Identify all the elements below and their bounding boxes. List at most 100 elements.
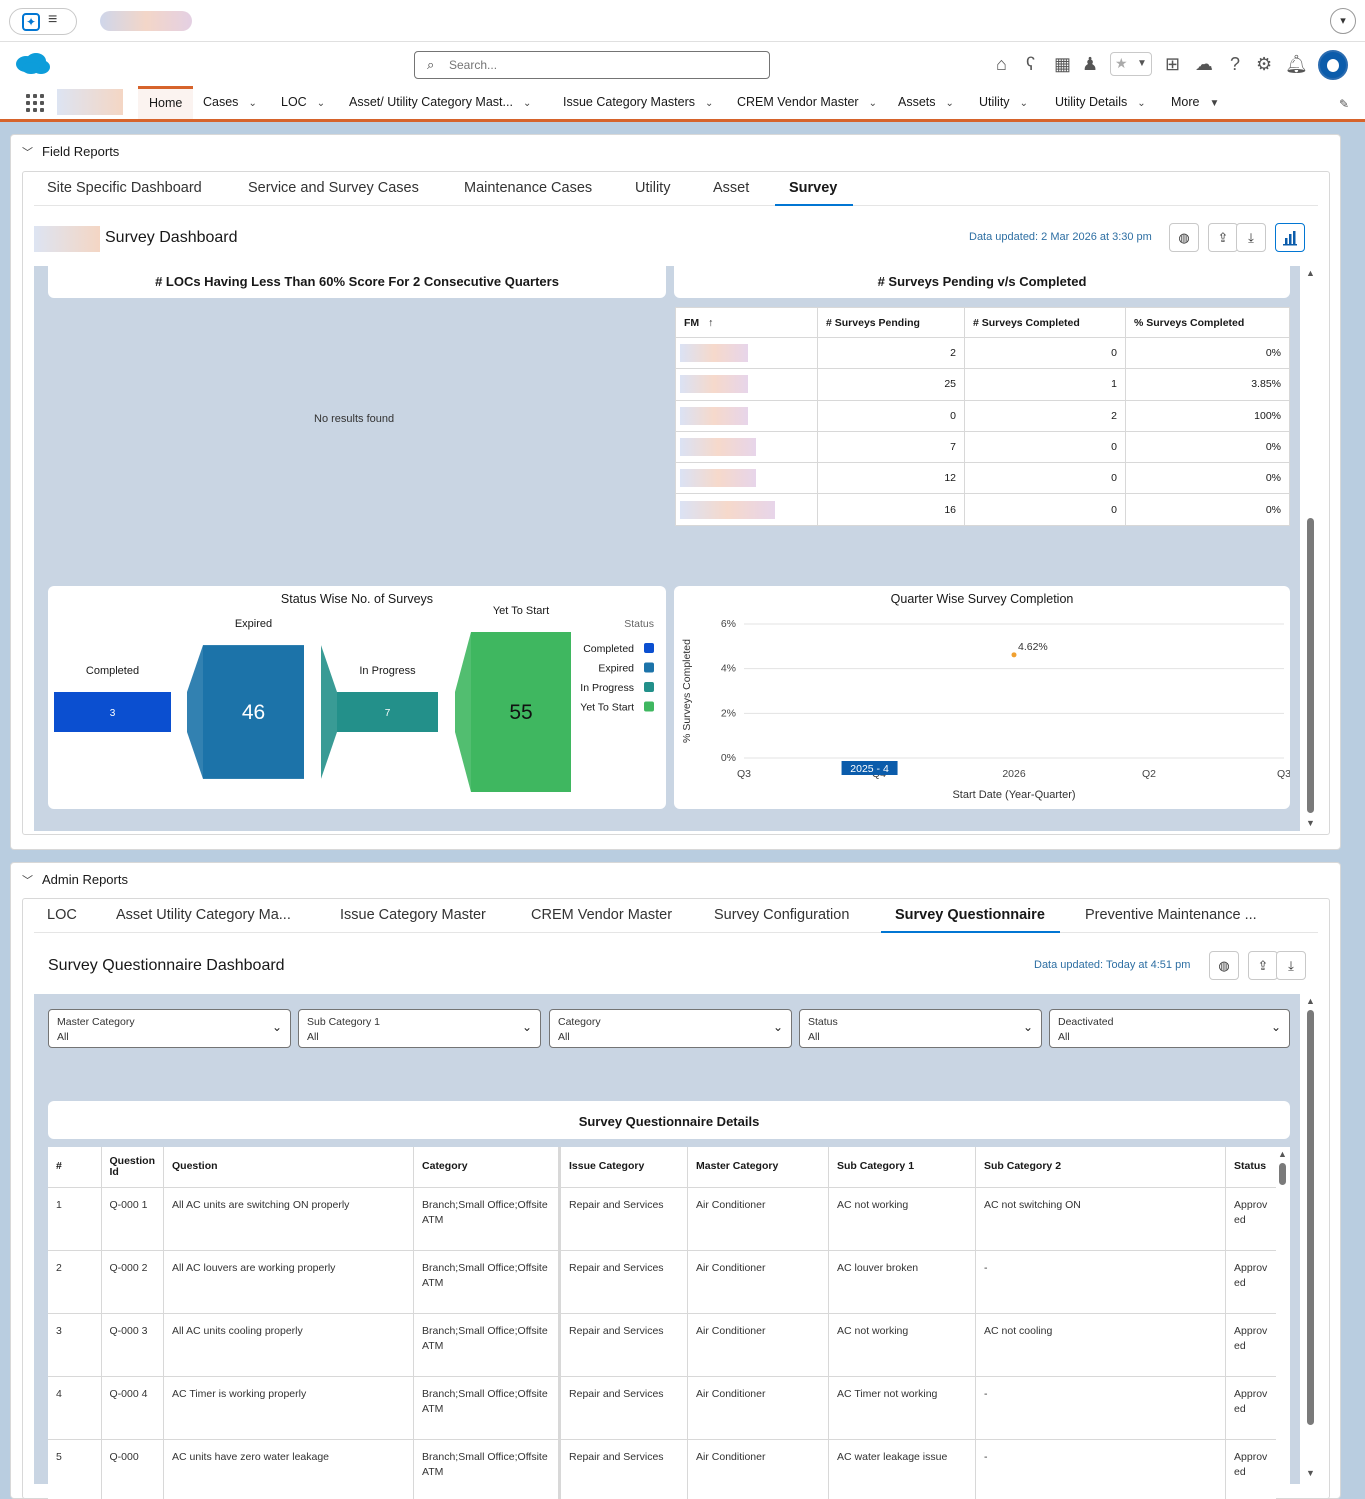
column-header-completed[interactable]: # Surveys Completed xyxy=(964,307,1126,338)
nav-item-home[interactable]: Home xyxy=(138,86,194,119)
column-header-issue-category[interactable]: Issue Category xyxy=(559,1147,689,1188)
tab-site-specific-dashboard[interactable]: Site Specific Dashboard xyxy=(47,180,202,196)
user-settings-icon[interactable]: ♟ xyxy=(1082,54,1099,74)
scroll-up-icon[interactable]: ▲ xyxy=(1278,1149,1287,1159)
chevron-down-icon[interactable]: ▼ xyxy=(1137,58,1147,69)
tab-asset[interactable]: Asset xyxy=(713,180,750,196)
column-header-fm[interactable]: FM ↑ xyxy=(675,307,818,338)
bar-yet-to-start[interactable] xyxy=(471,632,571,792)
tab-issue-category-master[interactable]: Issue Category Master xyxy=(340,907,486,923)
bear-icon[interactable]: ʕ xyxy=(1026,54,1035,74)
chevron-down-icon[interactable]: ⌄ xyxy=(1270,1020,1281,1034)
home-icon[interactable]: ⌂ xyxy=(996,54,1007,74)
share-button[interactable]: ⇪ xyxy=(1248,951,1278,980)
nav-item-loc[interactable]: LOC ⌄ xyxy=(281,86,325,119)
chevron-down-icon[interactable]: ﹀ xyxy=(22,875,33,887)
chevron-down-icon[interactable]: ⌄ xyxy=(705,98,714,109)
column-header-question[interactable]: Question xyxy=(163,1147,415,1188)
chevron-down-icon[interactable]: ﹀ xyxy=(22,147,33,159)
download-button[interactable]: ⤓ xyxy=(1276,951,1306,980)
scrollbar-thumb[interactable] xyxy=(1279,1163,1286,1185)
column-header-sub-category-2[interactable]: Sub Category 2 xyxy=(975,1147,1227,1188)
app-launcher-icon[interactable] xyxy=(26,94,44,112)
nav-item-utility[interactable]: Utility ⌄ xyxy=(979,86,1028,119)
nav-item-utility-details[interactable]: Utility Details ⌄ xyxy=(1055,86,1146,119)
scroll-down-icon[interactable]: ▼ xyxy=(1306,818,1315,828)
chevron-down-icon[interactable]: ⌄ xyxy=(316,98,326,109)
admin-reports-header[interactable]: ﹀ Admin Reports xyxy=(22,872,128,892)
tab-crem-vendor-master[interactable]: CREM Vendor Master xyxy=(531,907,673,923)
nav-item-crem-vendor-master[interactable]: CREM Vendor Master ⌄ xyxy=(737,86,877,119)
share-button[interactable]: ⇪ xyxy=(1208,223,1238,252)
column-header-master-category[interactable]: Master Category xyxy=(687,1147,830,1188)
chevron-down-icon[interactable]: ⌄ xyxy=(868,98,877,109)
tab-preventive-maintenance[interactable]: Preventive Maintenance ... xyxy=(1085,907,1257,923)
tab-loc[interactable]: LOC xyxy=(47,907,77,923)
nav-item-asset-utility-category[interactable]: Asset/ Utility Category Mast... ⌄ xyxy=(349,86,531,119)
tab-maintenance-cases[interactable]: Maintenance Cases xyxy=(464,180,593,196)
grid-settings-icon[interactable]: ▦ xyxy=(1054,54,1072,74)
agent-launcher-button[interactable]: ✦ ≡ xyxy=(9,8,77,35)
filter-category[interactable]: Category All ⌄ xyxy=(549,1009,792,1048)
column-header-category[interactable]: Category xyxy=(413,1147,562,1188)
chevron-down-icon[interactable]: ⌄ xyxy=(1019,98,1028,109)
nav-item-issue-category-masters[interactable]: Issue Category Masters ⌄ xyxy=(563,86,713,119)
plus-icon[interactable]: ⊞ xyxy=(1165,54,1181,74)
nav-item-cases[interactable]: Cases ⌄ xyxy=(203,86,257,119)
scrollbar-thumb[interactable] xyxy=(1307,518,1314,813)
analytics-button[interactable] xyxy=(1275,223,1305,252)
column-header-sub-category-1[interactable]: Sub Category 1 xyxy=(828,1147,977,1188)
column-header-question-id[interactable]: Question Id xyxy=(101,1147,165,1188)
tab-asset-utility-category[interactable]: Asset Utility Category Ma... xyxy=(116,907,291,923)
tab-utility[interactable]: Utility xyxy=(635,180,671,196)
scroll-up-icon[interactable]: ▲ xyxy=(1306,268,1315,278)
tab-survey[interactable]: Survey xyxy=(789,180,838,196)
chevron-down-icon[interactable]: ⌄ xyxy=(522,98,532,109)
star-icon[interactable]: ★ xyxy=(1115,55,1128,71)
chevron-down-icon[interactable]: ⌄ xyxy=(945,98,954,109)
filter-master-category[interactable]: Master Category All ⌄ xyxy=(48,1009,291,1048)
table-scrollbar[interactable]: ▲ xyxy=(1278,1149,1287,1482)
subscribe-button[interactable]: ◍ xyxy=(1209,951,1239,980)
scroll-down-icon[interactable]: ▼ xyxy=(1306,1468,1315,1478)
column-header-status[interactable]: Status xyxy=(1225,1147,1276,1188)
cloud-icon[interactable]: ☁ xyxy=(1195,54,1213,74)
edit-nav-icon[interactable]: ✎ xyxy=(1338,97,1349,111)
bar-expired[interactable] xyxy=(203,645,304,779)
column-header-number[interactable]: # xyxy=(48,1147,102,1188)
chevron-down-icon[interactable]: ⌄ xyxy=(248,98,257,109)
dashboard-scrollbar[interactable]: ▲ ▼ xyxy=(1306,268,1315,830)
sort-ascending-icon[interactable]: ↑ xyxy=(708,316,714,329)
gear-icon[interactable]: ⚙ xyxy=(1256,54,1273,74)
chevron-down-icon[interactable]: ⌄ xyxy=(271,1020,282,1034)
chevron-down-icon[interactable]: ▾ xyxy=(1330,8,1356,34)
scroll-up-icon[interactable]: ▲ xyxy=(1306,996,1315,1006)
tab-survey-questionnaire[interactable]: Survey Questionnaire xyxy=(895,907,1045,923)
search-input[interactable] xyxy=(449,56,749,74)
chevron-down-icon[interactable]: ⌄ xyxy=(772,1020,783,1034)
chevron-down-icon[interactable]: ⌄ xyxy=(1137,98,1146,109)
admin-dashboard-scrollbar[interactable]: ▲ ▼ xyxy=(1306,996,1315,1482)
favorites-control[interactable]: ★ ▼ xyxy=(1110,52,1152,76)
chevron-down-icon[interactable]: ⌄ xyxy=(1022,1020,1033,1034)
subscribe-button[interactable]: ◍ xyxy=(1169,223,1199,252)
data-point[interactable] xyxy=(1011,652,1017,658)
avatar[interactable] xyxy=(1318,50,1348,80)
column-header-pending[interactable]: # Surveys Pending xyxy=(817,307,965,338)
chevron-down-icon[interactable]: ⌄ xyxy=(521,1020,532,1034)
field-reports-header[interactable]: ﹀ Field Reports xyxy=(22,144,119,164)
global-search[interactable]: ⌕ xyxy=(414,51,770,79)
filter-status[interactable]: Status All ⌄ xyxy=(799,1009,1042,1048)
help-icon[interactable]: ? xyxy=(1230,54,1241,74)
caret-down-icon[interactable]: ▼ xyxy=(1209,98,1220,109)
bar-in-progress[interactable] xyxy=(337,692,438,732)
filter-deactivated[interactable]: Deactivated All ⌄ xyxy=(1049,1009,1290,1048)
tab-service-and-survey-cases[interactable]: Service and Survey Cases xyxy=(248,180,419,196)
nav-item-more[interactable]: More ▼ xyxy=(1171,86,1219,119)
nav-item-assets[interactable]: Assets ⌄ xyxy=(898,86,954,119)
bar-completed[interactable] xyxy=(54,692,171,732)
download-button[interactable]: ⤓ xyxy=(1236,223,1266,252)
scrollbar-thumb[interactable] xyxy=(1307,1010,1314,1425)
tab-survey-configuration[interactable]: Survey Configuration xyxy=(714,907,850,923)
filter-sub-category-1[interactable]: Sub Category 1 All ⌄ xyxy=(298,1009,541,1048)
